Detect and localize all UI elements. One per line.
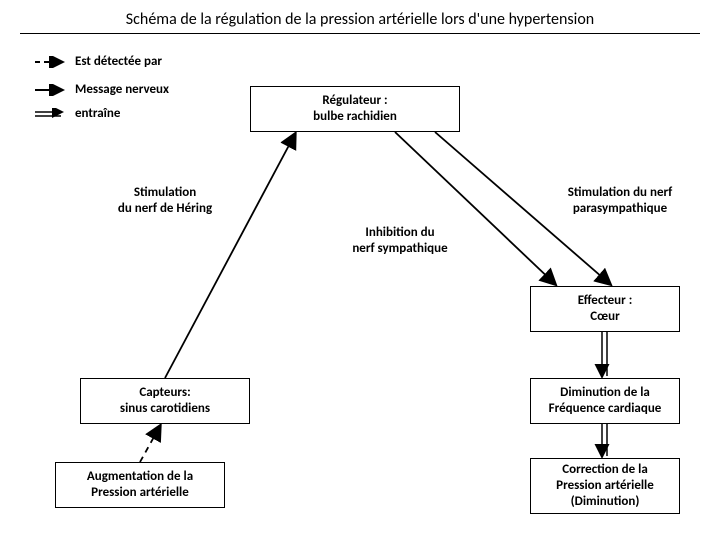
box-augmentation-l1: Augmentation de la [87,469,193,485]
label-para-l2: parasympathique [540,201,700,217]
box-diminution-l2: Fréquence cardiaque [549,401,662,417]
diagram-title: Schéma de la régulation de la pression a… [20,10,700,34]
legend-entraine-text: entraîne [75,106,120,121]
label-para-l1: Stimulation du nerf [540,185,700,201]
arrow-regulateur-effecteur-inhib [395,132,555,284]
box-diminution-l1: Diminution de la [560,385,650,401]
box-correction-l1: Correction de la [562,462,648,478]
arrow-capteurs-regulateur [165,134,295,378]
box-capteurs-l2: sinus carotidiens [120,401,210,417]
label-hering-l2: du nerf de Héring [90,201,240,217]
label-inhibition: Inhibition du nerf sympathique [330,225,470,258]
box-correction-l2: Pression artérielle [556,478,654,494]
box-regulateur: Régulateur : bulbe rachidien [250,86,460,132]
label-hering-l1: Stimulation [90,185,240,201]
legend-detected: Est détectée par [35,54,162,69]
box-regulateur-l2: bulbe rachidien [313,109,397,125]
box-effecteur-l1: Effecteur : [578,293,633,309]
box-diminution: Diminution de la Fréquence cardiaque [530,378,680,424]
label-parasympathique: Stimulation du nerf parasympathique [540,185,700,218]
box-regulateur-l1: Régulateur : [322,93,387,109]
box-capteurs: Capteurs: sinus carotidiens [80,378,250,424]
box-correction-l3: (Diminution) [571,494,640,510]
label-hering: Stimulation du nerf de Héring [90,185,240,218]
box-effecteur-l2: Cœur [590,309,619,325]
arrow-augmentation-capteurs [140,426,160,462]
label-inhibition-l1: Inhibition du [330,225,470,241]
label-inhibition-l2: nerf sympathique [330,241,470,257]
box-augmentation: Augmentation de la Pression artérielle [55,462,225,508]
legend-entraine: entraîne [35,106,120,121]
box-effecteur: Effecteur : Cœur [530,286,680,332]
box-augmentation-l2: Pression artérielle [91,485,189,501]
legend-detected-text: Est détectée par [75,54,162,69]
legend-message: Message nerveux [35,82,169,97]
legend-message-text: Message nerveux [75,82,169,97]
box-correction: Correction de la Pression artérielle (Di… [530,458,680,514]
box-capteurs-l1: Capteurs: [139,385,190,401]
